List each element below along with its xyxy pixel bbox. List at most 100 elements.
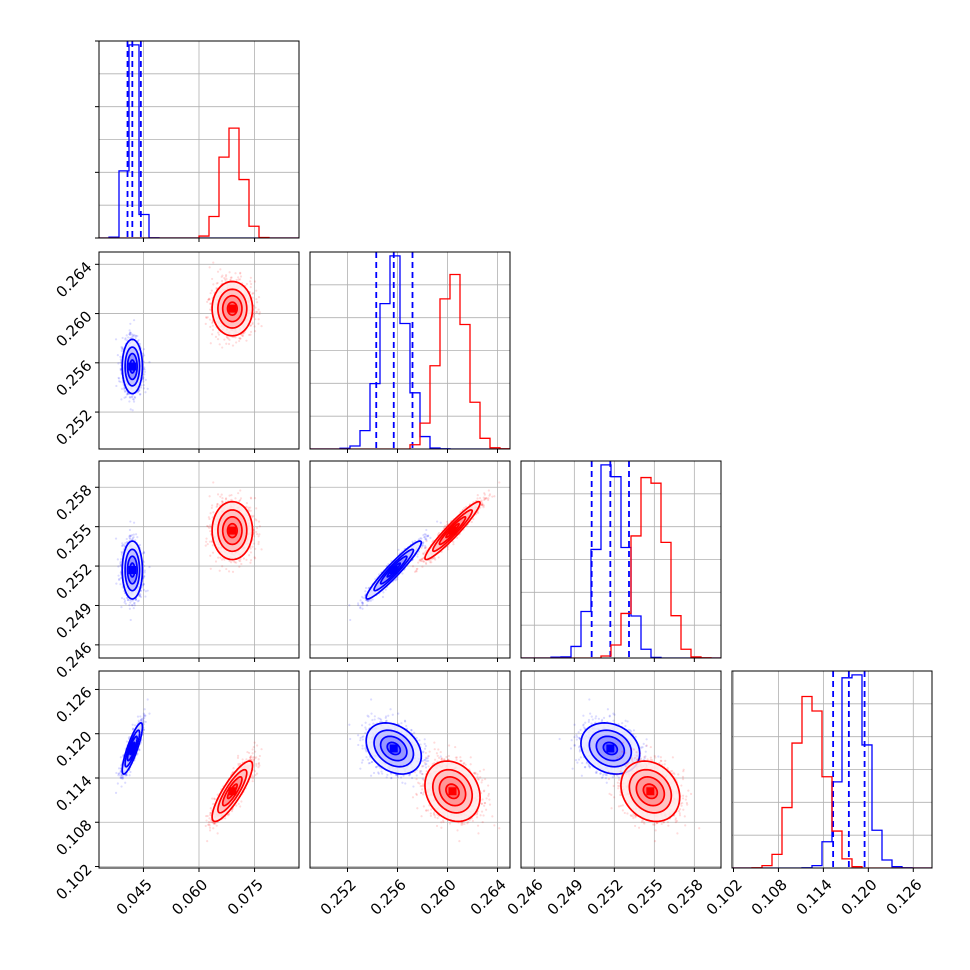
- scatter-point: [248, 554, 251, 557]
- scatter-point: [257, 308, 260, 311]
- scatter-point: [143, 368, 146, 371]
- scatter-point: [137, 599, 140, 602]
- scatter-point: [256, 310, 259, 314]
- scatter-panel-2-0: [114, 481, 263, 622]
- scatter-point: [139, 386, 143, 389]
- scatter-point: [217, 331, 220, 334]
- scatter-point: [249, 324, 253, 327]
- scatter-point: [119, 560, 122, 563]
- scatter-point: [142, 377, 145, 381]
- scatter-point: [256, 301, 259, 304]
- scatter-point: [124, 602, 127, 605]
- scatter-point: [204, 544, 207, 547]
- scatter-point: [118, 578, 121, 582]
- scatter-point: [218, 343, 221, 346]
- scatter-point: [207, 298, 210, 301]
- scatter-point: [138, 594, 142, 598]
- scatter-point: [211, 504, 214, 507]
- scatter-point: [245, 501, 249, 505]
- histogram-panel-1: [310, 252, 510, 449]
- scatter-point: [230, 276, 233, 279]
- scatter-point: [121, 544, 124, 547]
- scatter-point: [256, 526, 259, 530]
- scatter-point: [208, 298, 211, 301]
- scatter-point: [117, 377, 121, 380]
- scatter-point: [142, 575, 146, 578]
- scatter-point: [124, 337, 127, 340]
- scatter-point: [122, 543, 125, 546]
- scatter-point: [125, 541, 128, 544]
- scatter-point: [140, 384, 143, 387]
- scatter-point: [138, 342, 142, 346]
- scatter-point: [224, 497, 228, 500]
- scatter-point: [258, 525, 261, 528]
- scatter-point: [119, 361, 122, 364]
- scatter-point: [134, 598, 138, 601]
- scatter-point: [120, 349, 123, 353]
- scatter-point: [131, 395, 134, 398]
- scatter-point: [142, 588, 145, 592]
- scatter-point: [143, 564, 146, 568]
- scatter-point: [204, 322, 207, 325]
- scatter-point: [255, 519, 258, 522]
- scatter-point: [134, 336, 137, 339]
- scatter-point: [223, 558, 226, 561]
- scatter-point: [120, 596, 124, 600]
- scatter-point: [252, 514, 255, 518]
- scatter-point: [119, 571, 122, 574]
- scatter-point: [254, 330, 257, 333]
- scatter-point: [258, 311, 261, 314]
- scatter-point: [114, 338, 118, 341]
- scatter-point: [121, 347, 124, 350]
- histogram-1: [310, 273, 510, 449]
- scatter-point: [225, 342, 228, 345]
- scatter-point: [239, 271, 242, 274]
- scatter-point: [142, 380, 145, 383]
- scatter-point: [207, 525, 210, 528]
- scatter-point: [209, 342, 212, 345]
- scatter-point: [254, 318, 257, 321]
- scatter-point: [132, 335, 135, 338]
- scatter-point: [253, 497, 257, 500]
- scatter-point: [120, 558, 123, 561]
- scatter-point: [239, 272, 242, 275]
- scatter-point: [216, 503, 219, 506]
- scatter-point: [225, 567, 228, 571]
- scatter-point: [206, 300, 209, 303]
- scatter-point: [220, 275, 223, 278]
- scatter-point: [143, 551, 146, 555]
- scatter-point: [128, 534, 132, 537]
- scatter-point: [215, 282, 218, 285]
- scatter-point: [142, 582, 145, 586]
- scatter-point: [142, 384, 145, 387]
- scatter-point: [209, 308, 212, 311]
- scatter-point: [252, 311, 256, 314]
- scatter-point: [224, 273, 228, 277]
- scatter-point: [129, 535, 132, 538]
- scatter-point: [212, 261, 215, 264]
- scatter-point: [148, 361, 151, 364]
- scatter-point: [143, 373, 146, 376]
- scatter-point: [141, 552, 145, 555]
- scatter-point: [252, 292, 255, 295]
- scatter-point: [136, 391, 139, 394]
- scatter-point: [208, 540, 212, 543]
- scatter-point: [138, 543, 142, 547]
- scatter-point: [249, 561, 252, 564]
- scatter-point: [239, 557, 242, 561]
- scatter-point: [253, 325, 256, 328]
- scatter-point: [143, 370, 146, 374]
- scatter-point: [133, 396, 137, 399]
- scatter-point: [219, 556, 222, 559]
- scatter-point: [208, 266, 211, 269]
- scatter-point: [128, 400, 131, 403]
- scatter-point: [220, 493, 223, 496]
- scatter-point: [146, 589, 149, 592]
- scatter-point: [121, 346, 124, 349]
- scatter-point: [205, 316, 208, 320]
- scatter-panel-1-0: [114, 261, 263, 412]
- scatter-point: [224, 275, 228, 278]
- scatter-point: [127, 599, 130, 602]
- scatter-point: [120, 553, 123, 556]
- scatter-point: [129, 336, 132, 340]
